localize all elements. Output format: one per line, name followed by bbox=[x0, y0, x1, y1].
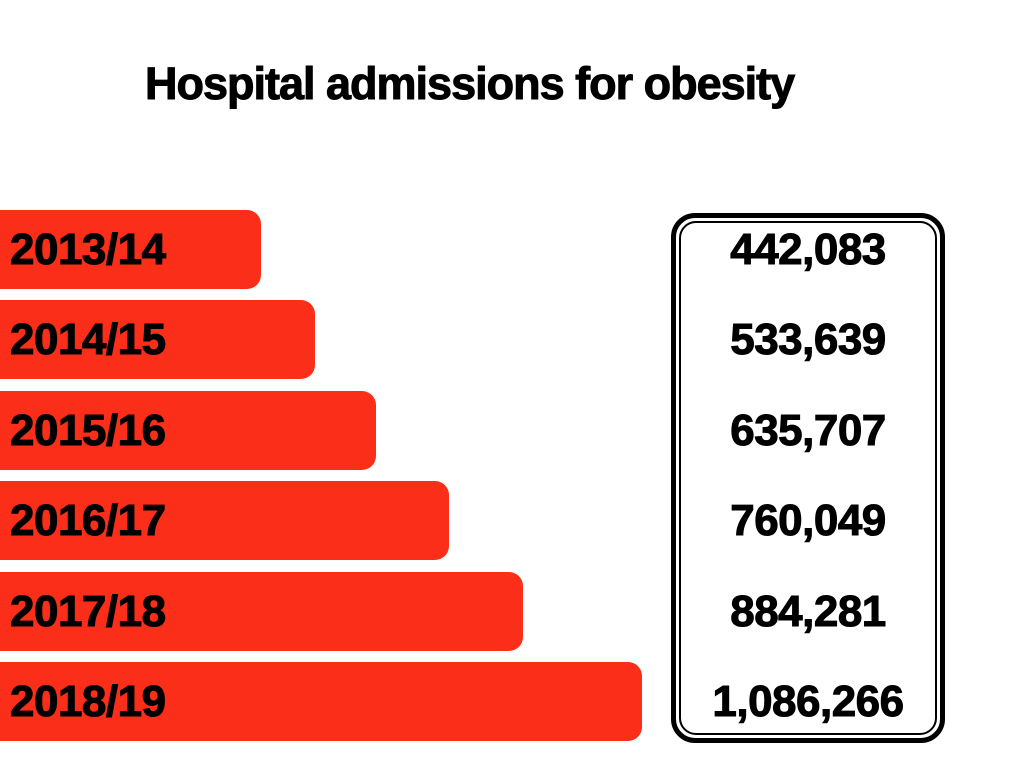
bar-value-label: 1,086,266 bbox=[712, 676, 905, 726]
bar-2014-15: 2014/15 bbox=[0, 300, 315, 379]
bar-value-label: 884,281 bbox=[730, 586, 887, 636]
values-panel bbox=[671, 213, 945, 743]
bar-value-label: 635,707 bbox=[730, 405, 887, 455]
bar-value-label: 760,049 bbox=[730, 495, 887, 545]
bar-category-label: 2018/19 bbox=[10, 676, 167, 726]
bar-category-label: 2016/17 bbox=[10, 495, 167, 545]
bar-2015-16: 2015/16 bbox=[0, 391, 376, 470]
bar-category-label: 2015/16 bbox=[10, 405, 167, 455]
bar-value-label: 533,639 bbox=[730, 314, 887, 364]
bar-2016-17: 2016/17 bbox=[0, 481, 449, 560]
bar-2013-14: 2013/14 bbox=[0, 210, 261, 289]
bar-value-label: 442,083 bbox=[730, 224, 887, 274]
values-panel-inner-frame bbox=[679, 221, 937, 735]
bar-2017-18: 2017/18 bbox=[0, 572, 523, 651]
chart-title: Hospital admissions for obesity bbox=[144, 58, 795, 110]
bar-2018-19: 2018/19 bbox=[0, 662, 642, 741]
bar-category-label: 2014/15 bbox=[10, 314, 167, 364]
bar-category-label: 2017/18 bbox=[10, 586, 167, 636]
bar-category-label: 2013/14 bbox=[10, 224, 167, 274]
